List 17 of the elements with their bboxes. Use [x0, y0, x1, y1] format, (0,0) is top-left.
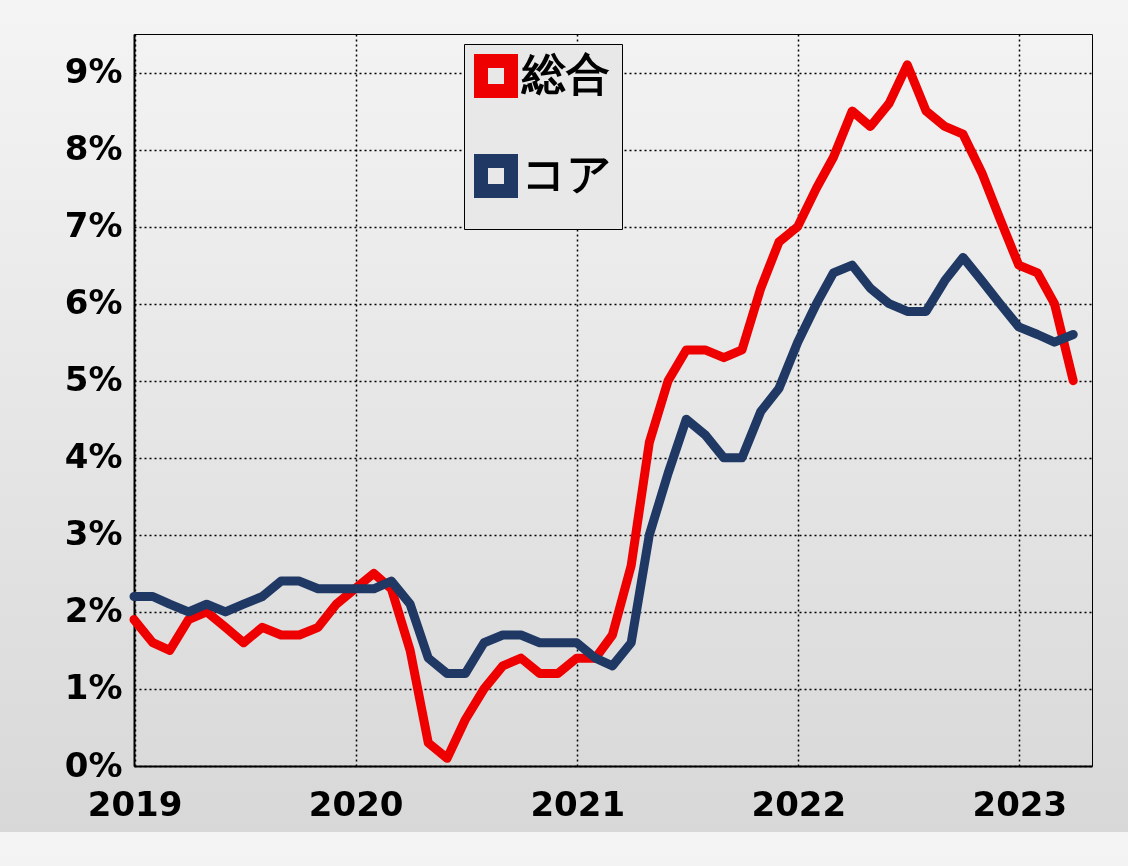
y-tick-label: 7% [64, 205, 123, 246]
x-tick-label: 2021 [530, 783, 626, 824]
y-tick-label: 6% [64, 282, 123, 323]
y-tick-label: 5% [64, 359, 123, 400]
y-tick-label: 3% [64, 513, 123, 554]
legend-label: コア [522, 148, 612, 199]
y-tick-label: 8% [64, 128, 123, 169]
y-tick-label: 4% [64, 436, 123, 477]
legend-label: 総合 [520, 48, 610, 99]
y-tick-label: 9% [64, 51, 123, 92]
x-tick-label: 2022 [751, 783, 847, 824]
x-tick-label: 2023 [972, 783, 1068, 824]
x-tick-label: 2020 [308, 783, 404, 824]
y-tick-label: 0% [64, 744, 123, 785]
y-tick-label: 2% [64, 590, 123, 631]
y-tick-label: 1% [64, 667, 123, 708]
x-tick-label: 2019 [87, 783, 183, 824]
